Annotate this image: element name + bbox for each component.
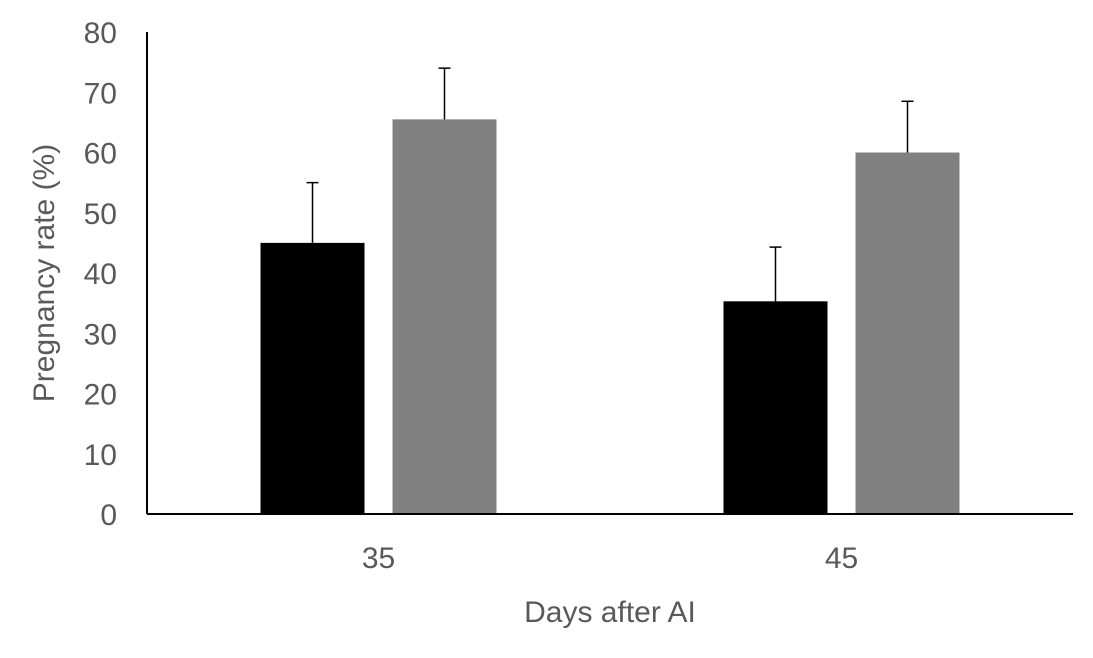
y-axis-title: Pregnancy rate (%) bbox=[28, 144, 61, 402]
y-tick-label: 60 bbox=[84, 138, 117, 171]
x-axis-title: Days after AI bbox=[524, 596, 696, 629]
x-tick-label: 35 bbox=[362, 542, 395, 575]
bar-series-1-cat-35 bbox=[260, 242, 365, 514]
bar-series-2-cat-45 bbox=[855, 152, 960, 514]
axes-group bbox=[146, 32, 1073, 515]
x-tick-labels: 35 45 bbox=[362, 542, 858, 575]
x-tick-label: 45 bbox=[825, 542, 858, 575]
y-tick-labels: 0 10 20 30 40 50 60 70 80 bbox=[84, 17, 117, 532]
y-tick-label: 10 bbox=[84, 439, 117, 472]
y-tick-label: 20 bbox=[84, 379, 117, 412]
y-tick-label: 70 bbox=[84, 77, 117, 110]
bar-series-1-cat-45 bbox=[723, 301, 828, 514]
error-bars-group bbox=[306, 67, 914, 302]
bar-series-2-cat-35 bbox=[392, 119, 497, 515]
y-tick-label: 0 bbox=[100, 499, 117, 532]
y-tick-label: 40 bbox=[84, 258, 117, 291]
bars-group bbox=[260, 119, 960, 515]
y-tick-label: 50 bbox=[84, 198, 117, 231]
y-tick-label: 30 bbox=[84, 318, 117, 351]
y-tick-label: 80 bbox=[84, 17, 117, 50]
